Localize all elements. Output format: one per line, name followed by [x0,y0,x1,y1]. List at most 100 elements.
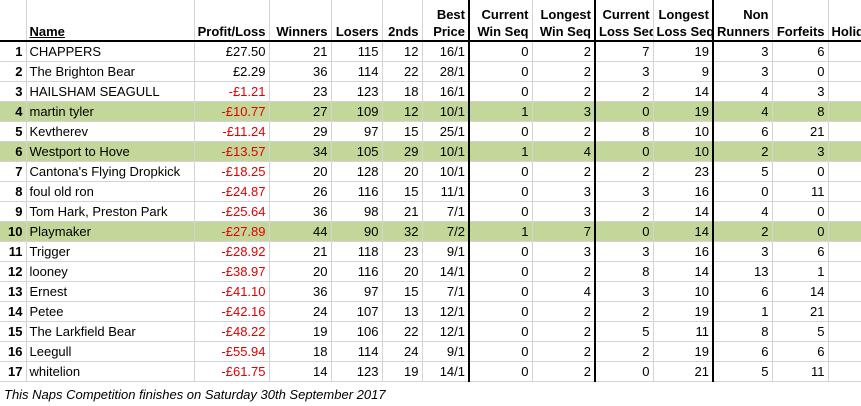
cell-best-price: 9/1 [422,241,470,262]
cell-current-loss-seq: 8 [595,261,654,282]
cell-name: Ernest [26,281,195,302]
cell-forfeits: 21 [772,121,829,142]
cell-longest-win-seq: 3 [532,101,596,122]
header-current-win-seq: Current Win Seq [468,0,533,42]
cell-rank: 3 [0,81,27,102]
cell-current-win-seq: 0 [468,201,533,222]
header-longest-win-seq: Longest Win Seq [532,0,596,42]
cell-holiday: 0 [828,161,861,182]
cell-seconds: 12 [382,101,423,122]
cell-best-price: 14/1 [422,361,470,382]
cell-forfeits: 6 [772,241,829,262]
cell-current-loss-seq: 3 [595,241,654,262]
cell-seconds: 15 [382,281,423,302]
cell-longest-loss-seq: 19 [653,301,714,322]
cell-name: HAILSHAM SEAGULL [26,81,195,102]
cell-profit-loss: -£10.77 [194,101,270,122]
cell-current-loss-seq: 3 [595,281,654,302]
cell-losers: 118 [331,241,383,262]
cell-profit-loss: -£55.94 [194,341,270,362]
cell-longest-loss-seq: 10 [653,121,714,142]
cell-non-runners: 2 [713,141,773,162]
cell-holiday: 15 [828,321,861,342]
cell-holiday: 0 [828,61,861,82]
cell-winners: 34 [269,141,332,162]
cell-losers: 114 [331,61,383,82]
cell-current-loss-seq: 0 [595,221,654,242]
cell-holiday: 0 [828,361,861,382]
cell-best-price: 16/1 [422,41,470,62]
standings-table: Name Profit/Loss Winners Losers 2nds Bes… [0,0,861,382]
cell-current-win-seq: 0 [468,261,533,282]
cell-seconds: 12 [382,41,423,62]
cell-holiday: 16 [828,201,861,222]
cell-seconds: 22 [382,61,423,82]
cell-best-price: 7/1 [422,201,470,222]
cell-holiday: 9 [828,141,861,162]
cell-current-loss-seq: 2 [595,201,654,222]
cell-profit-loss: -£28.92 [194,241,270,262]
cell-best-price: 10/1 [422,101,470,122]
cell-winners: 21 [269,241,332,262]
header-profit-loss: Profit/Loss [194,0,270,42]
cell-forfeits: 11 [772,181,829,202]
cell-holiday: 0 [828,181,861,202]
cell-best-price: 10/1 [422,141,470,162]
cell-current-win-seq: 0 [468,41,533,62]
cell-non-runners: 8 [713,321,773,342]
cell-rank: 11 [0,241,27,262]
cell-non-runners: 0 [713,181,773,202]
cell-forfeits: 6 [772,41,829,62]
cell-losers: 97 [331,281,383,302]
cell-losers: 115 [331,41,383,62]
cell-profit-loss: -£41.10 [194,281,270,302]
cell-current-win-seq: 0 [468,181,533,202]
cell-losers: 123 [331,361,383,382]
cell-longest-win-seq: 4 [532,141,596,162]
cell-profit-loss: -£1.21 [194,81,270,102]
cell-current-win-seq: 0 [468,241,533,262]
table-row: 6 Westport to Hove -£13.57 34 105 29 10/1 1 4 0 10… [0,141,861,162]
cell-forfeits: 6 [772,341,829,362]
cell-name: The Brighton Bear [26,61,195,82]
cell-current-win-seq: 0 [468,121,533,142]
cell-losers: 106 [331,321,383,342]
cell-best-price: 16/1 [422,81,470,102]
cell-current-loss-seq: 8 [595,121,654,142]
cell-longest-win-seq: 2 [532,261,596,282]
cell-seconds: 13 [382,301,423,322]
cell-seconds: 32 [382,221,423,242]
cell-longest-loss-seq: 11 [653,321,714,342]
cell-profit-loss: -£27.89 [194,221,270,242]
cell-losers: 97 [331,121,383,142]
cell-name: whitelion [26,361,195,382]
cell-name: Kevtherev [26,121,195,142]
cell-losers: 109 [331,101,383,122]
cell-longest-win-seq: 3 [532,181,596,202]
cell-seconds: 20 [382,161,423,182]
cell-best-price: 7/2 [422,221,470,242]
cell-holiday: 3 [828,261,861,282]
cell-rank: 1 [0,41,27,62]
cell-longest-loss-seq: 14 [653,221,714,242]
cell-losers: 123 [331,81,383,102]
cell-seconds: 23 [382,241,423,262]
cell-holiday: 0 [828,301,861,322]
cell-holiday: 0 [828,281,861,302]
cell-winners: 29 [269,121,332,142]
cell-non-runners: 1 [713,301,773,322]
cell-profit-loss: -£11.24 [194,121,270,142]
cell-winners: 44 [269,221,332,242]
cell-rank: 2 [0,61,27,82]
cell-current-loss-seq: 7 [595,41,654,62]
cell-current-win-seq: 0 [468,61,533,82]
cell-longest-loss-seq: 21 [653,361,714,382]
cell-longest-win-seq: 2 [532,161,596,182]
cell-forfeits: 3 [772,81,829,102]
cell-rank: 8 [0,181,27,202]
cell-profit-loss: -£24.87 [194,181,270,202]
cell-current-loss-seq: 0 [595,361,654,382]
